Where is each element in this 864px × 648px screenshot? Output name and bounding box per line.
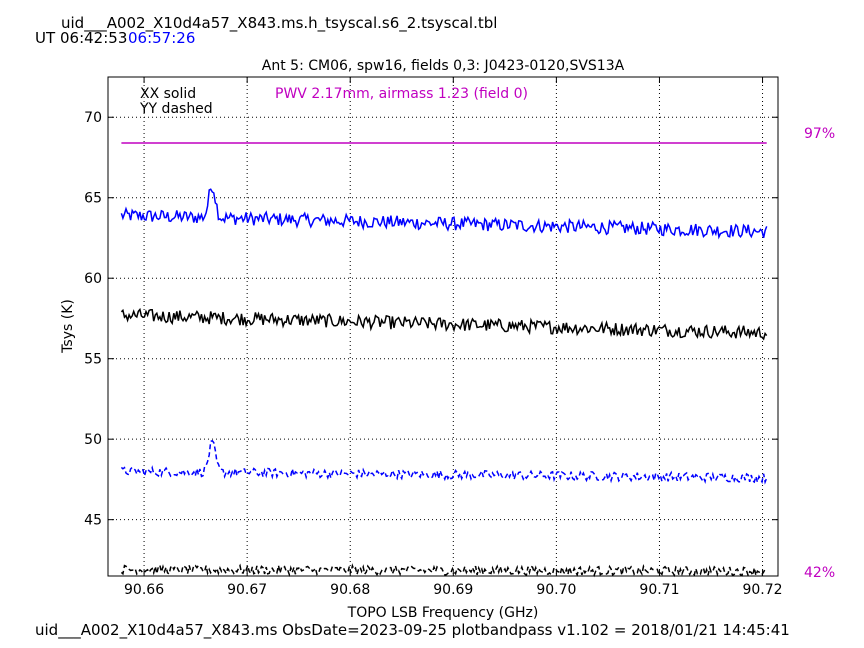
series-line-0 (120, 188, 768, 240)
plot-frame (107, 76, 779, 577)
y-tick-label: 55 (84, 352, 102, 368)
series-line-1 (120, 307, 768, 341)
x-tick-label: 90.70 (536, 582, 576, 598)
x-tick-label: 90.66 (124, 582, 164, 598)
series-line-3 (120, 562, 768, 579)
y-axis-label: Tsys (K) (60, 299, 76, 354)
ut-time-start: 06:42:53 (60, 29, 128, 47)
y-tick-label: 45 (84, 513, 102, 529)
x-tick-label: 90.69 (433, 582, 473, 598)
footer-info: uid___A002_X10d4a57_X843.ms ObsDate=2023… (35, 621, 790, 639)
series-layer (120, 142, 768, 579)
file-name: uid___A002_X10d4a57_X843.ms.h_tsyscal.s6… (61, 14, 498, 32)
y-tick-label: 65 (84, 191, 102, 207)
legend-yy: YY dashed (139, 101, 213, 117)
ticks: 90.66 90.67 90.68 90.69 90.70 90.71 90.72 45 50 5… (84, 77, 783, 598)
x-tick-label: 90.71 (639, 582, 679, 598)
ut-time-end: 06:57:26 (128, 29, 196, 47)
legend-xx: XX solid (140, 86, 196, 102)
series-line-2 (120, 439, 768, 485)
y-tick-label: 70 (84, 110, 102, 126)
x-axis-label: TOPO LSB Frequency (GHz) (347, 605, 539, 621)
ut-label: UT (35, 29, 56, 47)
x-tick-label: 90.72 (742, 582, 782, 598)
atm-percent-bottom: 42% (804, 565, 835, 581)
atm-percent-top: 97% (804, 126, 835, 142)
y-tick-label: 50 (84, 432, 102, 448)
pwv-annotation: PWV 2.17mm, airmass 1.23 (field 0) (275, 86, 528, 102)
grid (108, 77, 778, 576)
chart-title: Ant 5: CM06, spw16, fields 0,3: J0423-01… (262, 58, 625, 74)
x-tick-label: 90.67 (227, 582, 267, 598)
x-tick-label: 90.68 (330, 582, 370, 598)
y-tick-label: 60 (84, 271, 102, 287)
